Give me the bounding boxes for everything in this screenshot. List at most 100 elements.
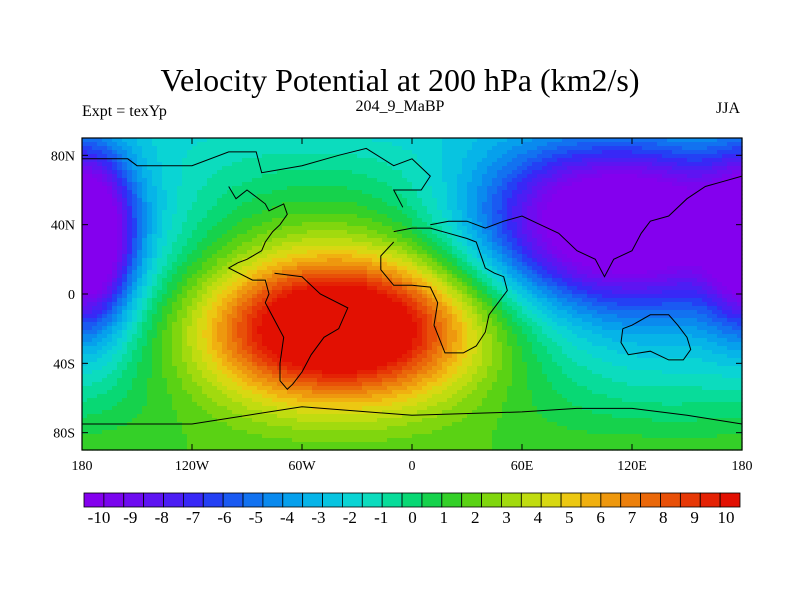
field-cell (267, 230, 273, 235)
field-cell (147, 222, 153, 227)
field-cell (547, 206, 553, 211)
field-cell (457, 138, 463, 143)
field-cell (632, 190, 638, 195)
field-cell (382, 150, 388, 155)
field-cell (317, 226, 323, 231)
field-cell (567, 254, 573, 259)
field-cell (622, 202, 628, 207)
field-cell (152, 218, 158, 223)
field-cell (572, 194, 578, 199)
field-cell (677, 266, 683, 271)
field-cell (502, 222, 508, 227)
field-cell (322, 194, 328, 199)
field-cell (652, 226, 658, 231)
field-cell (382, 242, 388, 247)
field-cell (362, 198, 368, 203)
field-cell (147, 266, 153, 271)
field-cell (722, 274, 728, 279)
field-cell (427, 190, 433, 195)
field-cell (357, 154, 363, 159)
field-cell (502, 274, 508, 279)
field-cell (127, 282, 133, 287)
field-cell (537, 190, 543, 195)
field-cell (477, 146, 483, 151)
field-cell (432, 142, 438, 147)
field-cell (537, 234, 543, 239)
field-cell (652, 254, 658, 259)
field-cell (692, 146, 698, 151)
field-cell (212, 142, 218, 147)
field-cell (462, 218, 468, 223)
field-cell (317, 138, 323, 143)
field-cell (117, 210, 123, 215)
field-cell (252, 250, 258, 255)
field-cell (342, 170, 348, 175)
field-cell (372, 138, 378, 143)
field-cell (437, 218, 443, 223)
field-cell (517, 246, 523, 251)
field-cell (532, 266, 538, 271)
field-cell (137, 282, 143, 287)
field-cell (487, 282, 493, 287)
field-cell (407, 218, 413, 223)
field-cell (497, 202, 503, 207)
field-cell (167, 258, 173, 263)
field-cell (282, 222, 288, 227)
field-cell (662, 198, 668, 203)
field-cell (737, 238, 743, 243)
field-cell (132, 222, 138, 227)
field-cell (172, 202, 178, 207)
field-cell (567, 174, 573, 179)
field-cell (642, 182, 648, 187)
field-cell (152, 222, 158, 227)
field-cell (552, 266, 558, 271)
field-cell (312, 202, 318, 207)
field-cell (727, 170, 733, 175)
field-cell (137, 218, 143, 223)
field-cell (332, 286, 338, 291)
field-cell (357, 150, 363, 155)
field-cell (442, 154, 448, 159)
field-cell (522, 174, 528, 179)
field-cell (337, 186, 343, 191)
field-cell (332, 214, 338, 219)
field-cell (177, 262, 183, 267)
field-cell (132, 274, 138, 279)
field-cell (122, 210, 128, 215)
field-cell (247, 186, 253, 191)
field-cell (262, 266, 268, 271)
field-cell (207, 178, 213, 183)
field-cell (292, 178, 298, 183)
field-cell (197, 258, 203, 263)
field-cell (172, 238, 178, 243)
field-cell (612, 210, 618, 215)
field-cell (487, 214, 493, 219)
field-cell (287, 270, 293, 275)
field-cell (352, 150, 358, 155)
field-cell (127, 206, 133, 211)
field-cell (132, 166, 138, 171)
field-cell (132, 250, 138, 255)
field-cell (627, 226, 633, 231)
field-cell (302, 246, 308, 251)
field-cell (472, 154, 478, 159)
field-cell (672, 146, 678, 151)
field-cell (212, 158, 218, 163)
field-cell (107, 258, 113, 263)
field-cell (487, 238, 493, 243)
field-cell (727, 178, 733, 183)
field-cell (282, 266, 288, 271)
field-cell (737, 170, 743, 175)
field-cell (267, 202, 273, 207)
field-cell (162, 138, 168, 143)
field-cell (382, 178, 388, 183)
field-cell (212, 202, 218, 207)
field-cell (112, 282, 118, 287)
field-cell (652, 246, 658, 251)
field-cell (117, 254, 123, 259)
field-cell (432, 146, 438, 151)
field-cell (332, 222, 338, 227)
field-cell (352, 238, 358, 243)
field-cell (177, 142, 183, 147)
field-cell (522, 210, 528, 215)
